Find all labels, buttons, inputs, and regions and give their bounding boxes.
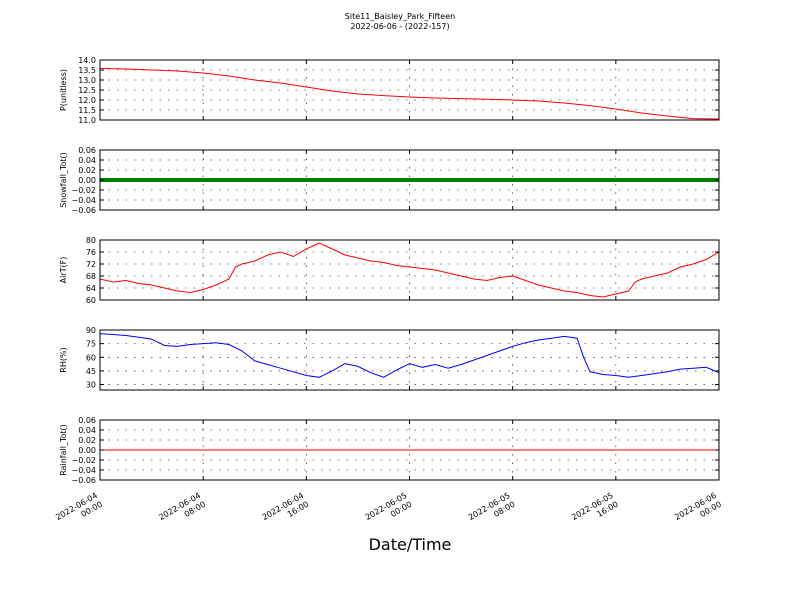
- x-tick-label-2: 2022-06-0416:00: [261, 491, 311, 531]
- panel-1-ytick-label-4: −0.02: [71, 186, 96, 195]
- panel-3: 90 75 60 45 30 RH(%): [59, 326, 720, 391]
- panel-1-ytick-label-1: 0.04: [78, 156, 96, 165]
- panel-0-ytick-label-5: 11.5: [78, 106, 96, 115]
- panel-1-ytick-label-2: 0.02: [78, 166, 96, 175]
- panel-1-ytick-label-5: −0.04: [71, 196, 96, 205]
- x-tick-label-0: 2022-06-0400:00: [54, 491, 104, 531]
- panel-1-ytick-label-0: 0.06: [78, 146, 96, 155]
- panel-0-ytick-label-6: 11.0: [78, 116, 96, 125]
- panel-1: 0.060.040.020.00−0.02−0.04−0.06Snowfall_…: [59, 146, 720, 215]
- panel-4-ytick-label-5: −0.04: [71, 466, 96, 475]
- x-tick-label-1: 2022-06-0408:00: [157, 491, 207, 531]
- panel-0: 14.013.513.012.512.011.511.0 P(unitless): [59, 56, 720, 125]
- panel-2-ytick-label-2: 72: [86, 260, 96, 269]
- panel-3-ytick-label-3: 45: [86, 367, 96, 376]
- panel-0-ylabel: P(unitless): [59, 69, 68, 111]
- panel-4-ytick-label-0: 0.06: [78, 416, 96, 425]
- x-tick-label-3: 2022-06-0500:00: [364, 491, 414, 531]
- panel-4-ytick-label-6: −0.06: [71, 476, 96, 485]
- panel-0-ytick-label-1: 13.5: [78, 66, 96, 75]
- x-axis-label: Date/Time: [369, 535, 452, 554]
- panel-2-ylabel: AirT(F): [59, 257, 68, 284]
- x-tick-label-6: 2022-06-0600:00: [673, 491, 723, 531]
- panel-0-ytick-label-2: 13.0: [78, 76, 96, 85]
- chart-title: Site11_Baisley_Park_Fifteen: [345, 12, 455, 21]
- panel-3-ytick-label-4: 30: [86, 381, 96, 390]
- panel-0-ytick-label-0: 14.0: [78, 56, 96, 65]
- panel-2-ytick-label-0: 80: [86, 236, 96, 245]
- panel-3-ytick-label-2: 60: [86, 353, 96, 362]
- panel-0-series-line: [100, 67, 719, 120]
- panel-2-series-line: [100, 242, 719, 298]
- panel-1-ylabel: Snowfall_Tot(): [59, 152, 68, 208]
- panel-0-ytick-label-4: 12.0: [78, 96, 96, 105]
- panel-3-ytick-label-0: 90: [86, 326, 96, 335]
- panel-2-ytick-label-5: 60: [86, 296, 96, 305]
- panel-2-ytick-label-4: 64: [86, 284, 96, 293]
- panel-4-ytick-label-4: −0.02: [71, 456, 96, 465]
- chart-panels: 14.013.513.012.512.011.511.0 P(unitless) 0…: [59, 56, 720, 485]
- panel-3-ytick-label-1: 75: [86, 340, 96, 349]
- panel-4: 0.060.040.020.00−0.02−0.04−0.06Rainfall_…: [59, 416, 720, 485]
- x-tick-label-4: 2022-06-0508:00: [467, 491, 517, 531]
- panel-2-ytick-label-1: 76: [86, 248, 96, 257]
- panel-4-ytick-label-3: 0.00: [78, 446, 96, 455]
- panel-4-ytick-label-2: 0.02: [78, 436, 96, 445]
- panel-4-ytick-label-1: 0.04: [78, 426, 96, 435]
- panel-3-series-line: [100, 333, 719, 378]
- panel-2: 80 76 72 68 64 60 AirT(F): [59, 236, 720, 305]
- panel-1-ytick-label-3: 0.00: [78, 176, 96, 185]
- x-tick-label-5: 2022-06-0516:00: [570, 491, 620, 531]
- panel-4-ylabel: Rainfall_Tot(): [59, 424, 68, 476]
- x-axis-tick-labels: 2022-06-0400:00 2022-06-0408:00 2022-06-04…: [54, 491, 723, 531]
- panel-1-ytick-label-6: −0.06: [71, 206, 96, 215]
- panel-3-ylabel: RH(%): [59, 347, 68, 372]
- panel-0-ytick-label-3: 12.5: [78, 86, 96, 95]
- chart-subtitle: 2022-06-06 - (2022-157): [350, 22, 449, 31]
- panel-2-ytick-label-3: 68: [86, 272, 96, 281]
